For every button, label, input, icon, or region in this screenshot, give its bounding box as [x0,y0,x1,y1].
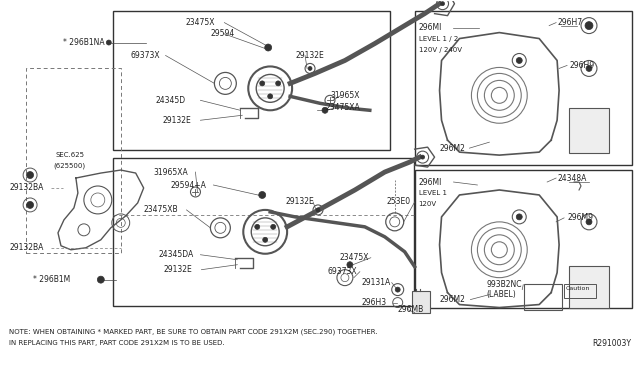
Circle shape [420,155,424,159]
Text: 29132BA: 29132BA [9,243,44,252]
Text: 296M9: 296M9 [567,214,593,222]
Bar [113,11,390,150]
Circle shape [316,208,320,212]
Text: 296H7: 296H7 [557,18,582,27]
Circle shape [516,214,522,220]
Text: SEC.625: SEC.625 [56,152,85,158]
Text: * 296B1NA: * 296B1NA [63,38,104,47]
Circle shape [106,40,111,45]
Bar [564,283,596,298]
Circle shape [259,192,266,198]
Circle shape [255,224,260,229]
Text: LEVEL 1 / 2: LEVEL 1 / 2 [419,36,458,42]
Text: 296H3: 296H3 [362,298,387,307]
Circle shape [260,81,265,86]
Text: 24345DA: 24345DA [159,250,194,259]
Text: 24348A: 24348A [557,173,586,183]
Text: 253E0: 253E0 [387,198,411,206]
Text: * 296B1M: * 296B1M [33,275,70,284]
Text: LEVEL 1: LEVEL 1 [419,190,447,196]
Text: 120V / 240V: 120V / 240V [419,46,461,52]
Text: IN REPLACING THIS PART, PART CODE 291X2M IS TO BE USED.: IN REPLACING THIS PART, PART CODE 291X2M… [9,340,225,346]
Text: 31965X: 31965X [330,91,360,100]
Circle shape [97,276,104,283]
Text: (625500): (625500) [53,163,85,169]
Text: 29594+A: 29594+A [171,180,207,189]
Text: 29132E: 29132E [295,51,324,60]
Circle shape [585,22,593,30]
Circle shape [276,81,281,86]
Circle shape [516,58,522,64]
Text: 23475X: 23475X [340,253,369,262]
Text: 296M2: 296M2 [440,144,465,153]
Circle shape [268,94,273,99]
Text: 296MB: 296MB [397,305,424,314]
Text: 296MI: 296MI [419,177,442,186]
Text: 120V: 120V [419,201,436,207]
Bar [569,266,609,308]
Text: 29131A: 29131A [362,278,391,287]
Text: 29132BA: 29132BA [9,183,44,192]
Circle shape [262,237,268,242]
Circle shape [322,107,328,113]
Text: R291003Y: R291003Y [592,339,631,348]
Text: 29132E: 29132E [164,265,193,274]
Circle shape [347,262,353,268]
Circle shape [586,65,592,71]
Circle shape [27,202,33,208]
Text: 23475XA: 23475XA [326,103,361,112]
Text: Caution: Caution [566,286,591,291]
Bar [415,170,632,308]
Bar [412,291,429,312]
Text: 993B2NC: 993B2NC [486,280,522,289]
Text: 296M2: 296M2 [440,295,465,304]
Bar [26,68,121,253]
Circle shape [308,67,312,70]
Text: (LABEL): (LABEL) [486,290,516,299]
Circle shape [265,44,272,51]
Text: 31965XA: 31965XA [154,167,188,177]
Text: 69373X: 69373X [328,267,358,276]
Bar [113,158,413,305]
Text: 29132E: 29132E [285,198,314,206]
Text: 23475XB: 23475XB [143,205,179,214]
Text: 296H9: 296H9 [569,61,594,70]
Text: 24345D: 24345D [156,96,186,105]
Text: 29594: 29594 [211,29,235,38]
Text: 69373X: 69373X [131,51,161,60]
Circle shape [271,224,276,229]
Text: 296MI: 296MI [419,23,442,32]
Circle shape [440,2,445,6]
Circle shape [586,219,592,225]
Bar [524,283,562,310]
Circle shape [396,287,400,292]
Bar [415,11,632,165]
Circle shape [27,171,33,179]
Text: 29132E: 29132E [163,116,191,125]
Bar [569,108,609,153]
Text: 23475X: 23475X [186,18,215,27]
Text: NOTE: WHEN OBTAINING * MARKED PART, BE SURE TO OBTAIN PART CODE 291X2M (SEC.290): NOTE: WHEN OBTAINING * MARKED PART, BE S… [9,328,378,335]
